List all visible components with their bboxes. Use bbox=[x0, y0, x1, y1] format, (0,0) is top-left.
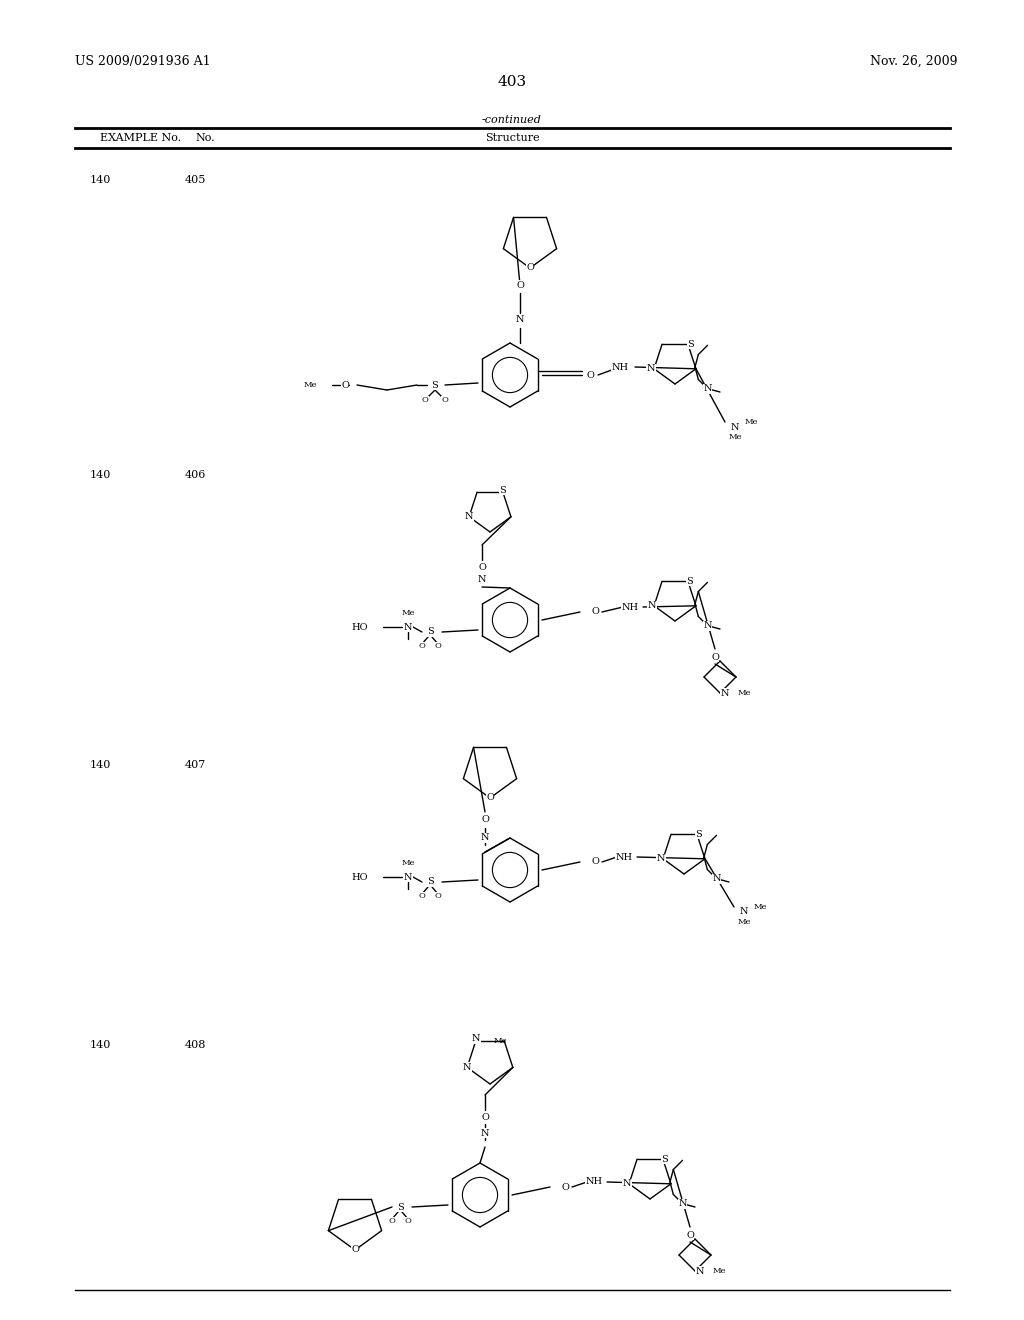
Text: S: S bbox=[427, 627, 433, 636]
Text: 140: 140 bbox=[89, 176, 111, 185]
Text: N: N bbox=[678, 1199, 687, 1208]
Text: Me: Me bbox=[728, 433, 741, 441]
Text: N: N bbox=[480, 1129, 489, 1138]
Text: Structure: Structure bbox=[484, 133, 540, 143]
Text: 406: 406 bbox=[184, 470, 206, 480]
Text: O: O bbox=[711, 652, 719, 661]
Text: N: N bbox=[463, 1063, 471, 1072]
Text: O: O bbox=[586, 371, 594, 380]
Text: Me: Me bbox=[738, 689, 752, 697]
Text: N: N bbox=[403, 623, 413, 631]
Text: Me: Me bbox=[401, 859, 415, 867]
Text: O: O bbox=[388, 1217, 395, 1225]
Text: O: O bbox=[481, 816, 488, 825]
Text: O: O bbox=[561, 1183, 569, 1192]
Text: N: N bbox=[695, 1266, 705, 1275]
Text: O: O bbox=[591, 607, 599, 616]
Text: S: S bbox=[695, 830, 702, 838]
Text: O: O bbox=[441, 396, 449, 404]
Text: O: O bbox=[591, 858, 599, 866]
Text: N: N bbox=[516, 315, 524, 325]
Text: O: O bbox=[526, 264, 534, 272]
Text: O: O bbox=[486, 793, 494, 803]
Text: Me: Me bbox=[745, 418, 759, 426]
Text: N: N bbox=[647, 364, 655, 374]
Text: O: O bbox=[419, 642, 425, 649]
Text: N: N bbox=[465, 512, 473, 521]
Text: -continued: -continued bbox=[482, 115, 542, 125]
Text: S: S bbox=[396, 1203, 403, 1212]
Text: N: N bbox=[656, 854, 666, 863]
Text: N: N bbox=[623, 1179, 632, 1188]
Text: O: O bbox=[516, 281, 524, 289]
Text: Me: Me bbox=[303, 381, 317, 389]
Text: 140: 140 bbox=[89, 1040, 111, 1049]
Text: O: O bbox=[422, 396, 428, 404]
Text: Me: Me bbox=[713, 1267, 726, 1275]
Text: 140: 140 bbox=[89, 760, 111, 770]
Text: S: S bbox=[686, 577, 693, 586]
Text: 405: 405 bbox=[184, 176, 206, 185]
Text: S: S bbox=[500, 486, 506, 495]
Text: NH: NH bbox=[586, 1177, 602, 1187]
Text: S: S bbox=[427, 878, 433, 887]
Text: Me: Me bbox=[401, 609, 415, 616]
Text: HO: HO bbox=[351, 623, 368, 631]
Text: 407: 407 bbox=[184, 760, 206, 770]
Text: N: N bbox=[703, 384, 712, 393]
Text: N: N bbox=[731, 422, 739, 432]
Text: O: O bbox=[341, 380, 349, 389]
Text: HO: HO bbox=[351, 873, 368, 882]
Text: O: O bbox=[404, 1217, 412, 1225]
Text: S: S bbox=[687, 339, 694, 348]
Text: 403: 403 bbox=[498, 75, 526, 88]
Text: N: N bbox=[480, 833, 489, 842]
Text: 140: 140 bbox=[89, 470, 111, 480]
Text: S: S bbox=[662, 1155, 669, 1164]
Text: S: S bbox=[432, 380, 438, 389]
Text: N: N bbox=[703, 622, 712, 630]
Text: Me: Me bbox=[754, 903, 768, 911]
Text: NH: NH bbox=[622, 602, 639, 611]
Text: O: O bbox=[419, 892, 425, 900]
Text: O: O bbox=[686, 1230, 694, 1239]
Text: O: O bbox=[478, 562, 486, 572]
Text: O: O bbox=[351, 1246, 359, 1254]
Text: O: O bbox=[434, 892, 441, 900]
Text: O: O bbox=[434, 642, 441, 649]
Text: N: N bbox=[472, 1034, 480, 1043]
Text: N: N bbox=[713, 874, 721, 883]
Text: N: N bbox=[739, 908, 749, 916]
Text: 408: 408 bbox=[184, 1040, 206, 1049]
Text: NH: NH bbox=[615, 853, 633, 862]
Text: O: O bbox=[481, 1113, 488, 1122]
Text: N: N bbox=[478, 576, 486, 585]
Text: NH: NH bbox=[611, 363, 629, 371]
Text: N: N bbox=[403, 873, 413, 882]
Text: Nov. 26, 2009: Nov. 26, 2009 bbox=[870, 55, 957, 69]
Text: EXAMPLE No.: EXAMPLE No. bbox=[100, 133, 181, 143]
Text: Me: Me bbox=[494, 1036, 508, 1044]
Text: US 2009/0291936 A1: US 2009/0291936 A1 bbox=[75, 55, 211, 69]
Text: Me: Me bbox=[737, 917, 751, 927]
Text: No.: No. bbox=[195, 133, 215, 143]
Text: N: N bbox=[721, 689, 729, 697]
Text: N: N bbox=[648, 602, 656, 610]
